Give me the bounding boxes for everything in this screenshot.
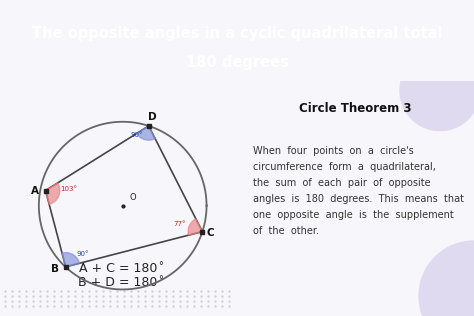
Text: 77°: 77° — [174, 221, 186, 227]
Text: A + C = 180: A + C = 180 — [79, 263, 157, 276]
Text: When  four  points  on  a  circle's
circumference  form  a  quadrilateral,
the  : When four points on a circle's circumfer… — [253, 146, 464, 236]
Text: D: D — [148, 112, 156, 122]
Text: B: B — [51, 264, 59, 274]
Wedge shape — [188, 219, 202, 235]
Text: Circle Theorem 3: Circle Theorem 3 — [299, 102, 411, 115]
Text: °: ° — [159, 261, 164, 271]
Text: The opposite angles in a cyclic quadrilateral total: The opposite angles in a cyclic quadrila… — [32, 26, 442, 41]
Text: B + D = 180: B + D = 180 — [78, 276, 158, 289]
Text: 103°: 103° — [61, 185, 78, 191]
Wedge shape — [62, 252, 80, 267]
Text: O: O — [129, 193, 136, 202]
Wedge shape — [137, 126, 155, 140]
Text: 90°: 90° — [130, 132, 143, 138]
Text: 90°: 90° — [77, 251, 89, 257]
Circle shape — [419, 241, 474, 316]
Text: C: C — [207, 228, 215, 238]
Circle shape — [400, 51, 474, 131]
Text: A: A — [31, 185, 39, 196]
Text: 180 degrees: 180 degrees — [185, 55, 289, 70]
Wedge shape — [46, 183, 60, 204]
Text: °: ° — [159, 275, 164, 285]
